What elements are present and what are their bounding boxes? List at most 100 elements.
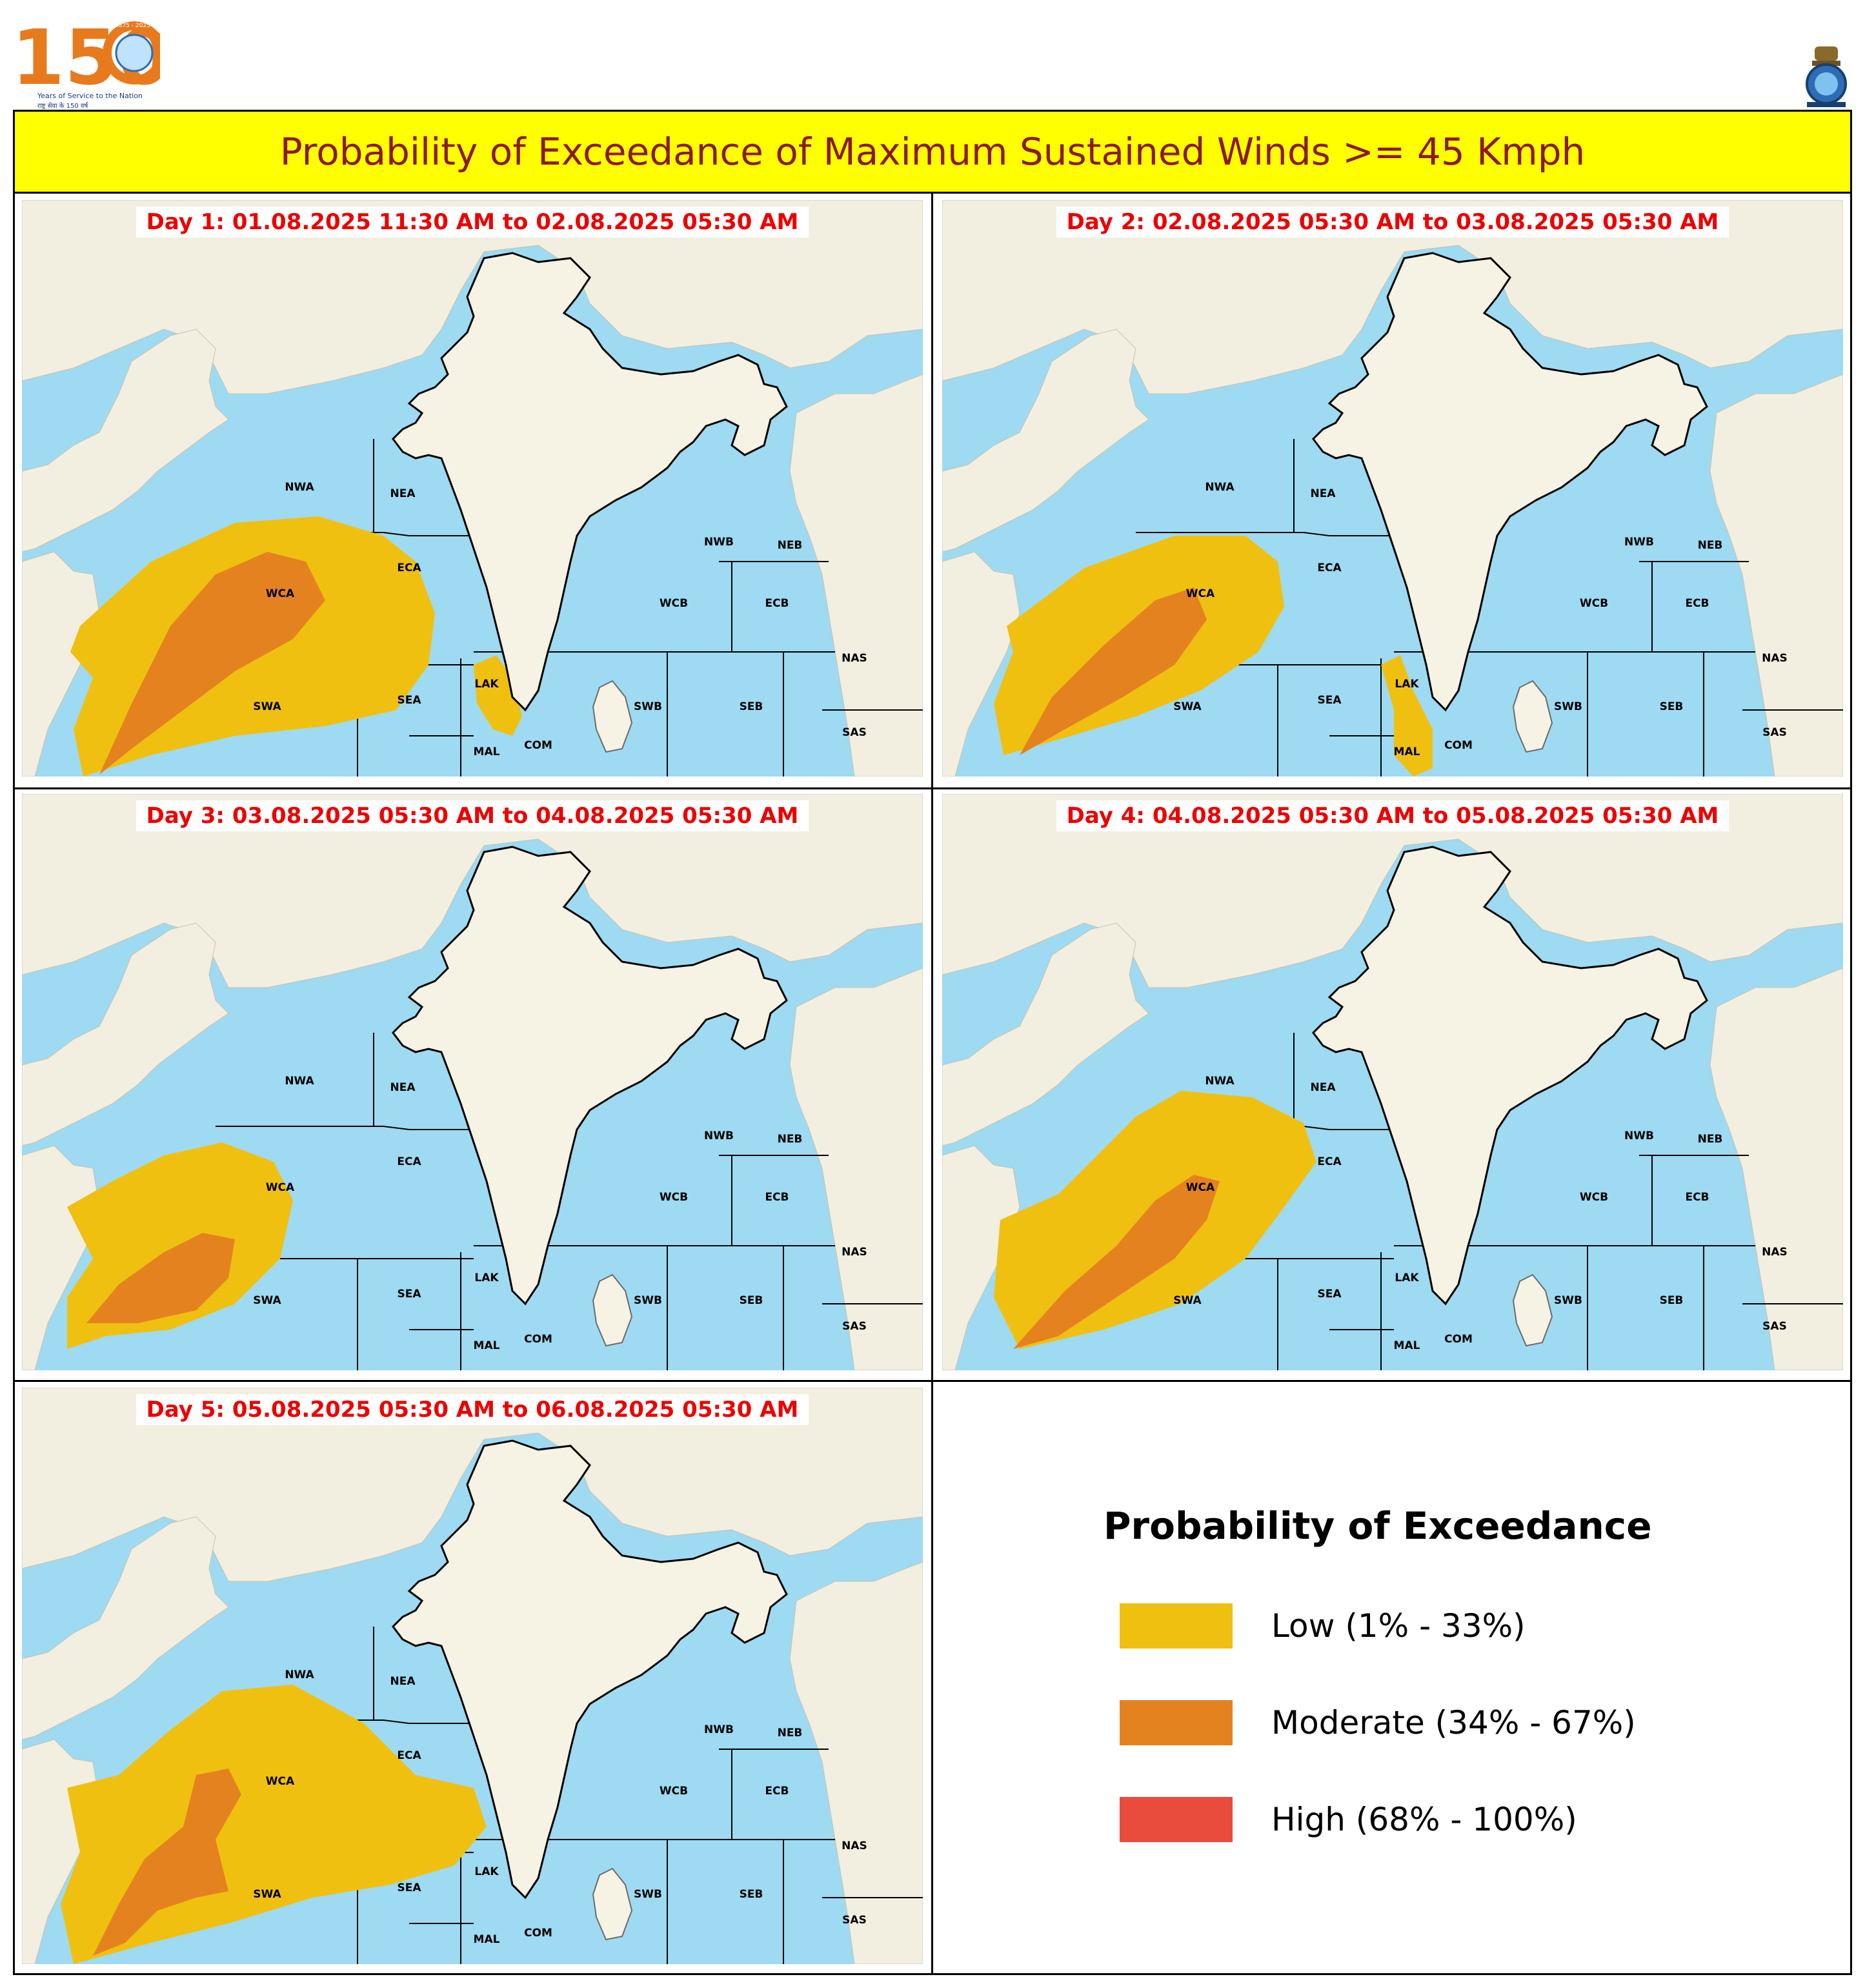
sea-area-label-seb: SEB — [740, 1888, 763, 1901]
map-canvas: NWA NEA ECA WCA SWA SEA LAK MAL COM NWB NEB WCB ECB S… — [22, 794, 923, 1370]
sea-area-label-sas: SAS — [842, 726, 867, 739]
sea-area-label-ecb: ECB — [1685, 597, 1709, 610]
legend-item-high: High (68% - 100%) — [1120, 1797, 1577, 1842]
sea-area-label-com: COM — [524, 1927, 552, 1940]
sea-area-label-mal: MAL — [474, 746, 500, 758]
sea-area-label-com: COM — [524, 1333, 552, 1346]
sea-area-label-swb: SWB — [634, 1294, 662, 1307]
sea-area-label-wcb: WCB — [660, 1785, 688, 1798]
sea-area-label-nas: NAS — [842, 652, 867, 665]
day-label: Day 4: 04.08.2025 05:30 AM to 05.08.2025… — [942, 800, 1843, 831]
legend-swatch-low — [1120, 1603, 1233, 1648]
logo-tagline: Years of Service to the Nation — [37, 92, 143, 100]
sea-area-label-neb: NEB — [1698, 539, 1723, 552]
logo-years: 1875 - 2025 — [115, 23, 150, 29]
legend-item-moderate: Moderate (34% - 67%) — [1120, 1700, 1636, 1745]
sea-area-label-sea: SEA — [397, 694, 421, 707]
sea-area-label-eca: ECA — [397, 1749, 421, 1762]
landmass-north — [942, 200, 1843, 394]
landmass-arabia — [22, 329, 229, 553]
map-panel-day1: NWA NEA ECA WCA SWA SEA LAK MAL COM NWB NEB WCB ECB S… — [22, 200, 923, 776]
sea-area-label-nas: NAS — [842, 1840, 867, 1852]
sea-area-label-lak: LAK — [1395, 678, 1419, 691]
sea-area-label-neb: NEB — [778, 1133, 803, 1146]
sea-area-label-ecb: ECB — [765, 597, 789, 610]
sea-area-label-sea: SEA — [1317, 694, 1342, 707]
legend-label-high: High (68% - 100%) — [1271, 1801, 1577, 1838]
sea-area-label-swb: SWB — [1554, 700, 1582, 713]
map-canvas: NWA NEA ECA WCA SWA SEA LAK MAL COM NWB NEB WCB ECB S… — [22, 200, 923, 776]
title-banner: Probability of Exceedance of Maximum Sus… — [13, 110, 1852, 194]
day-label-text: Day 5: 05.08.2025 05:30 AM to 06.08.2025… — [136, 1394, 809, 1425]
sea-area-label-eca: ECA — [397, 562, 421, 574]
sea-area-label-wcb: WCB — [1580, 1191, 1608, 1204]
day-label: Day 3: 03.08.2025 05:30 AM to 04.08.2025… — [22, 800, 923, 831]
india-outline — [392, 252, 788, 712]
sea-area-label-sas: SAS — [842, 1320, 867, 1333]
sea-area-label-swa: SWA — [1173, 700, 1202, 713]
moderate-probability-zone — [99, 552, 325, 775]
sea-area-label-swb: SWB — [634, 700, 662, 713]
sea-area-label-eca: ECA — [1317, 1155, 1342, 1168]
sea-area-label-wca: WCA — [1186, 587, 1215, 600]
sea-area-label-nwa: NWA — [1205, 481, 1235, 494]
sea-area-label-nwa: NWA — [285, 1669, 314, 1681]
sea-area-label-wca: WCA — [266, 1775, 295, 1788]
sri-lanka-outline — [592, 1273, 633, 1347]
grid-divider-row1 — [13, 787, 1852, 789]
sea-area-label-sas: SAS — [842, 1914, 867, 1927]
sea-area-label-nwb: NWB — [704, 536, 734, 549]
map-panel-day2: NWA NEA ECA WCA SWA SEA LAK MAL COM NWB NEB WCB ECB S… — [942, 200, 1843, 776]
logo-ring-icon — [103, 21, 160, 85]
sea-area-label-swa: SWA — [253, 1888, 281, 1901]
sea-area-label-sas: SAS — [1762, 1320, 1787, 1333]
moderate-probability-zone — [1013, 1175, 1220, 1349]
sea-area-label-neb: NEB — [1698, 1133, 1723, 1146]
legend-label-low: Low (1% - 33%) — [1271, 1607, 1526, 1645]
sea-area-boundary — [1136, 532, 1407, 536]
india-outline — [392, 846, 788, 1306]
page-title: Probability of Exceedance of Maximum Sus… — [279, 130, 1586, 174]
landmass-arabia — [22, 1516, 229, 1740]
sea-area-label-ecb: ECB — [765, 1191, 789, 1204]
sea-area-label-swb: SWB — [1554, 1294, 1582, 1307]
sea-area-label-nas: NAS — [842, 1246, 867, 1259]
legend-title: Probability of Exceedance — [1104, 1504, 1652, 1548]
day-label: Day 5: 05.08.2025 05:30 AM to 06.08.2025… — [22, 1394, 923, 1425]
map-panel-day4: NWA NEA ECA WCA SWA SEA LAK MAL COM NWB NEB WCB ECB S… — [942, 794, 1843, 1370]
sea-area-label-nas: NAS — [1762, 652, 1788, 665]
sea-area-label-nwb: NWB — [704, 1723, 734, 1736]
sea-area-label-com: COM — [1444, 1333, 1473, 1346]
sea-area-label-com: COM — [1444, 739, 1473, 752]
landmass-arabia — [942, 329, 1149, 553]
map-panel-day5: NWA NEA ECA WCA SWA SEA LAK MAL COM NWB NEB WCB ECB S… — [22, 1388, 923, 1964]
sea-area-label-seb: SEB — [740, 700, 763, 713]
legend-swatch-moderate — [1120, 1700, 1233, 1745]
legend-swatch-high — [1120, 1797, 1233, 1842]
legend-item-low: Low (1% - 33%) — [1120, 1603, 1526, 1648]
sea-area-label-mal: MAL — [474, 1339, 500, 1352]
india-outline — [1312, 846, 1708, 1306]
map-canvas: NWA NEA ECA WCA SWA SEA LAK MAL COM NWB NEB WCB ECB S… — [22, 1388, 923, 1964]
sri-lanka-outline — [592, 1867, 633, 1941]
landmass-north — [22, 200, 923, 394]
low-probability-zone — [70, 516, 522, 776]
day-label: Day 2: 02.08.2025 05:30 AM to 03.08.2025… — [942, 207, 1843, 238]
sea-area-label-swa: SWA — [253, 700, 281, 713]
day-label-text: Day 4: 04.08.2025 05:30 AM to 05.08.2025… — [1056, 800, 1729, 831]
landmass-north — [942, 794, 1843, 988]
grid-divider-row2 — [13, 1380, 1852, 1382]
sea-area-label-nwb: NWB — [704, 1130, 734, 1142]
sea-area-label-nea: NEA — [390, 1081, 416, 1094]
sea-area-label-wcb: WCB — [660, 1191, 688, 1204]
sea-area-label-nwa: NWA — [285, 1075, 314, 1088]
sea-area-label-wca: WCA — [1186, 1181, 1215, 1194]
sea-area-label-wca: WCA — [266, 1181, 295, 1194]
moderate-probability-zone — [86, 1233, 235, 1323]
sea-area-label-nea: NEA — [1311, 487, 1336, 500]
day-label-text: Day 2: 02.08.2025 05:30 AM to 03.08.2025… — [1056, 207, 1729, 238]
day-label-text: Day 3: 03.08.2025 05:30 AM to 04.08.2025… — [136, 800, 809, 831]
moderate-probability-zone — [1020, 587, 1207, 755]
sea-area-label-neb: NEB — [778, 539, 803, 552]
sri-lanka-outline — [1512, 680, 1553, 753]
